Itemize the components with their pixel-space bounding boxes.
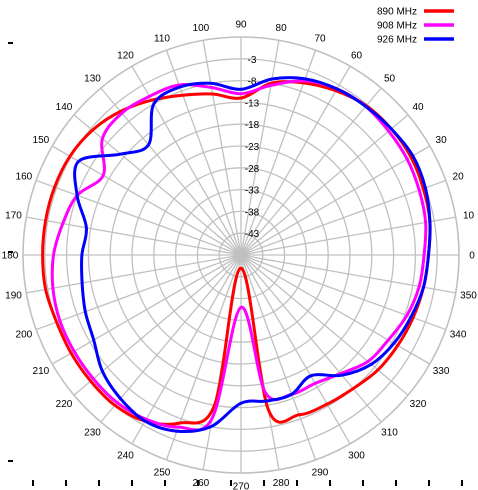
grid-spoke [240,254,382,423]
angle-tick-label: 220 [56,399,73,410]
grid-spoke [240,65,351,256]
polar-grid [22,36,460,474]
grid-spoke [131,254,242,445]
angle-tick-label: 120 [117,50,134,61]
angle-tick-label: 140 [56,102,73,113]
grid-spoke [240,254,409,396]
angle-tick-label: 300 [348,451,365,462]
radial-tick-label: -43 [245,229,260,240]
legend: 890 MHz 908 MHz 926 MHz [377,7,454,46]
series-lines [41,76,432,434]
radial-tick-label: -33 [245,186,260,197]
grid-spoke [35,179,242,256]
angle-tick-label: 280 [273,478,290,489]
radial-tick-label: -18 [245,120,260,131]
angle-tick-label: 20 [453,172,465,183]
angle-tick-label: 0 [469,251,475,262]
angle-tick-label: 90 [235,20,247,31]
angle-tick-label: 160 [16,172,33,183]
legend-label: 926 MHz [377,35,417,46]
series-line-890-mhz [41,80,432,426]
angle-tick-label: 270 [233,482,250,490]
angle-tick-label: 290 [312,468,329,479]
radial-tick-label: -8 [248,77,257,88]
grid-spoke [26,254,242,294]
angle-tick-label: 330 [433,366,450,377]
angle-tick-label: 340 [450,330,467,341]
radial-tick-label: -23 [245,142,260,153]
grid-spoke [202,40,242,256]
angle-tick-label: 200 [16,330,33,341]
grid-spoke [51,145,242,256]
edge-tick-marks [8,42,463,486]
angle-tick-label: 150 [33,135,50,146]
angle-tick-label: 50 [384,74,396,85]
grid-spoke [240,40,280,256]
radial-tick-label: -13 [245,98,260,109]
angle-tick-label: 40 [412,102,424,113]
angle-tick-label: 100 [193,23,210,34]
grid-spoke [240,216,456,256]
legend-label: 890 MHz [377,7,417,18]
grid-spoke [240,87,382,256]
angle-tick-label: 70 [314,33,326,44]
angle-tick-label: 350 [460,291,477,302]
grid-spoke [240,114,409,256]
grid-spoke [240,179,447,256]
grid-spoke [240,254,351,445]
radial-tick-labels: -3 -8 -13 -18 -23 -28 -33 -38 -43 [245,55,260,240]
series-line-926-mhz [73,76,432,434]
grid-spoke [35,254,242,331]
angle-tick-label: 10 [463,210,475,221]
grid-spoke [51,254,242,365]
radial-tick-label: -3 [248,55,257,66]
grid-spoke [240,254,317,461]
angle-tick-label: 60 [351,50,363,61]
grid-spoke [240,145,431,256]
angle-tick-label: 320 [410,399,427,410]
grid-spoke [100,87,242,256]
angle-tick-label: 180 [2,251,19,262]
angle-tick-labels: 0 10 20 30 40 50 60 70 80 90 100 110 120 130 140 150 160… [2,20,478,490]
grid-spoke [100,254,242,423]
radial-tick-label: -38 [245,207,260,218]
angle-tick-label: 190 [5,291,22,302]
angle-tick-label: 210 [33,366,50,377]
legend-label: 908 MHz [377,21,417,32]
angle-tick-label: 130 [84,74,101,85]
angle-tick-label: 310 [381,428,398,439]
angle-tick-label: 240 [117,451,134,462]
angle-tick-label: 110 [154,33,170,44]
angle-tick-label: 260 [193,478,210,489]
radial-tick-label: -28 [245,164,260,175]
angle-tick-label: 170 [5,210,22,221]
angle-tick-label: 250 [154,468,171,479]
angle-tick-label: 80 [276,23,288,34]
angle-tick-label: 30 [436,135,448,146]
angle-tick-label: 230 [84,428,101,439]
